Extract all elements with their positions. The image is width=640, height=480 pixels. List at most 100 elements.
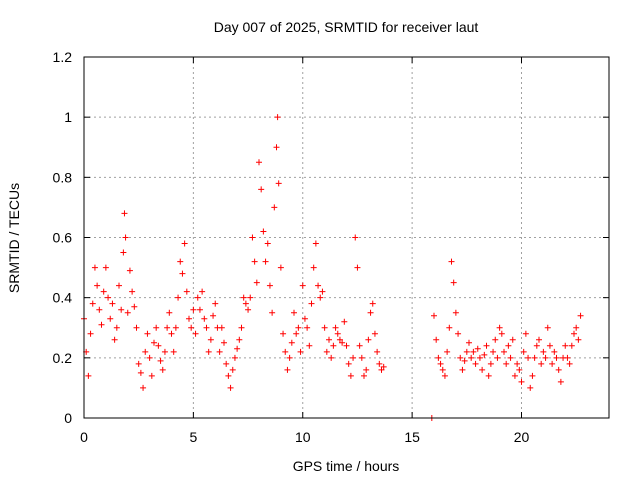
data-point xyxy=(350,354,357,361)
y-tick-label: 1.2 xyxy=(53,49,73,65)
data-point xyxy=(107,315,114,322)
data-point xyxy=(159,366,166,373)
data-point xyxy=(199,288,206,295)
data-point xyxy=(378,366,385,373)
data-point xyxy=(205,348,212,355)
data-point xyxy=(91,264,98,271)
data-point xyxy=(210,312,217,319)
data-point xyxy=(457,354,464,361)
data-point xyxy=(332,324,339,331)
data-point xyxy=(144,330,151,337)
data-point xyxy=(98,321,105,328)
data-point xyxy=(186,315,192,322)
data-point xyxy=(448,258,455,265)
data-point xyxy=(262,258,269,265)
y-tick-label: 0.2 xyxy=(53,350,73,366)
data-point xyxy=(352,234,359,241)
x-tick-label: 10 xyxy=(295,429,311,445)
x-tick-label: 0 xyxy=(80,429,88,445)
data-point xyxy=(260,228,267,235)
data-point xyxy=(111,336,118,343)
data-point xyxy=(459,366,466,373)
data-point xyxy=(323,348,330,355)
data-point xyxy=(514,360,521,367)
data-point xyxy=(271,204,278,211)
data-point xyxy=(96,306,103,313)
data-point xyxy=(555,366,562,373)
grid xyxy=(84,57,609,418)
y-tick-label: 1 xyxy=(64,109,72,125)
data-point xyxy=(100,288,107,295)
data-point xyxy=(188,324,195,331)
data-point xyxy=(544,324,551,331)
x-axis-label: GPS time / hours xyxy=(293,458,400,474)
data-point xyxy=(236,336,243,343)
data-point xyxy=(452,309,459,316)
data-point xyxy=(540,348,547,355)
data-point xyxy=(575,336,582,343)
data-point xyxy=(343,342,350,349)
data-point xyxy=(153,324,160,331)
data-point xyxy=(87,330,94,337)
x-tick-label: 15 xyxy=(404,429,420,445)
data-point xyxy=(275,180,282,187)
y-tick-label: 0.4 xyxy=(53,290,73,306)
data-point xyxy=(297,348,304,355)
data-point xyxy=(126,267,133,274)
data-point xyxy=(168,330,175,337)
data-point xyxy=(293,330,300,337)
data-point xyxy=(492,336,499,343)
x-tick-label: 5 xyxy=(189,429,197,445)
data-point xyxy=(121,210,128,217)
data-point xyxy=(133,324,140,331)
data-point xyxy=(129,288,136,295)
data-point xyxy=(431,312,437,319)
data-point xyxy=(223,360,230,367)
data-point xyxy=(339,339,346,346)
data-point xyxy=(227,384,234,391)
data-point xyxy=(116,282,122,289)
data-point xyxy=(308,300,315,307)
data-point xyxy=(501,348,507,355)
data-point xyxy=(258,186,265,193)
y-tick-label: 0.6 xyxy=(53,230,73,246)
data-point xyxy=(503,360,510,367)
data-point xyxy=(135,360,142,367)
data-point xyxy=(356,342,363,349)
data-point xyxy=(326,336,332,343)
data-point xyxy=(347,372,354,379)
data-point xyxy=(140,384,147,391)
data-point xyxy=(85,372,92,379)
data-point xyxy=(161,348,168,355)
data-point xyxy=(245,306,252,313)
data-point xyxy=(148,372,155,379)
data-point xyxy=(516,366,523,373)
data-point xyxy=(131,303,138,310)
data-point xyxy=(505,342,512,349)
data-point xyxy=(549,360,556,367)
data-point xyxy=(553,354,560,361)
data-point xyxy=(242,300,249,307)
data-point xyxy=(249,234,256,241)
data-point xyxy=(301,315,308,322)
data-point xyxy=(345,360,352,367)
data-point xyxy=(277,264,284,271)
y-tick-label: 0.8 xyxy=(53,169,73,185)
data-point xyxy=(94,282,101,289)
data-point xyxy=(330,342,337,349)
data-point xyxy=(122,234,129,241)
data-point xyxy=(542,354,549,361)
data-point xyxy=(533,342,540,349)
data-point xyxy=(310,264,317,271)
data-point xyxy=(142,348,149,355)
data-point xyxy=(238,324,245,331)
data-point xyxy=(109,300,116,307)
data-point xyxy=(231,354,238,361)
data-point xyxy=(363,366,370,373)
data-point xyxy=(468,354,475,361)
data-point xyxy=(212,300,219,307)
data-point xyxy=(312,240,319,247)
data-point xyxy=(120,249,127,256)
data-point xyxy=(557,378,564,385)
